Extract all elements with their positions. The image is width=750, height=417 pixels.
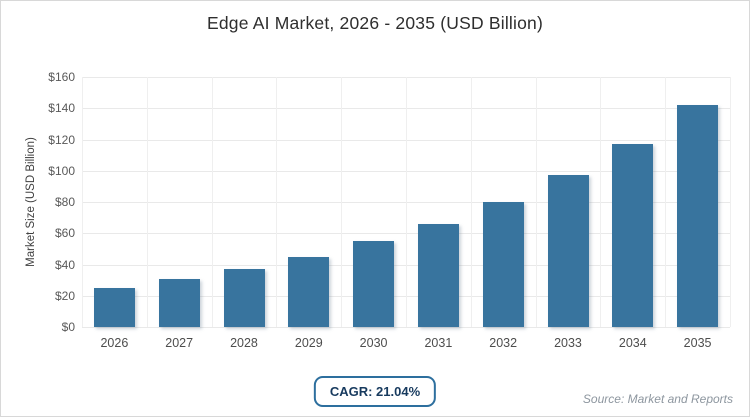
- bar-2033: [547, 175, 589, 327]
- bar-2030: [353, 241, 395, 327]
- x-tick-label-2032: 2032: [489, 336, 518, 350]
- x-tick-label-2031: 2031: [424, 336, 453, 350]
- y-tick-label: $20: [54, 288, 75, 303]
- x-tick-label-2034: 2034: [618, 336, 647, 350]
- x-tick-label-2033: 2033: [554, 336, 582, 350]
- y-tick-label: $40: [54, 257, 75, 272]
- bar-2034: [612, 144, 654, 327]
- plot-area: [82, 77, 731, 328]
- v-gridline: [470, 77, 472, 327]
- v-gridline: [211, 77, 213, 327]
- v-gridline: [600, 77, 602, 327]
- bar-2027: [158, 278, 200, 327]
- v-gridline: [146, 77, 148, 327]
- x-tick-label-2035: 2035: [683, 336, 712, 350]
- v-gridline: [665, 77, 667, 327]
- x-tick-label-2028: 2028: [230, 336, 258, 350]
- cagr-badge: CAGR: 21.04%: [313, 376, 437, 407]
- x-tick-label-2029: 2029: [294, 336, 323, 350]
- v-gridline: [535, 77, 537, 327]
- x-tick-label-2026: 2026: [100, 336, 129, 350]
- bar-2035: [677, 105, 719, 327]
- v-gridline: [730, 77, 731, 327]
- y-tick-label: $80: [54, 195, 75, 209]
- x-tick-label-2030: 2030: [359, 336, 388, 350]
- bar-2031: [417, 223, 459, 327]
- chart-title: Edge AI Market, 2026 - 2035 (USD Billion…: [206, 13, 543, 33]
- y-tick-label: $160: [48, 70, 75, 84]
- bar-2028: [223, 269, 265, 327]
- y-tick-label: $60: [54, 226, 75, 241]
- bar-2026: [93, 287, 135, 327]
- v-gridline: [341, 77, 343, 327]
- y-tick-label: $100: [48, 163, 75, 178]
- bar-2029: [288, 256, 330, 327]
- h-gridline: [82, 327, 730, 328]
- v-gridline: [276, 77, 278, 327]
- y-tick-label: $140: [48, 101, 75, 116]
- source-note: Source: Market and Reports: [582, 392, 733, 406]
- v-gridline: [82, 77, 83, 327]
- bar-2032: [482, 202, 524, 327]
- v-gridline: [406, 77, 407, 327]
- x-tick-label-2027: 2027: [165, 336, 194, 350]
- y-tick-label: $120: [48, 132, 75, 147]
- y-tick-label: $0: [61, 320, 75, 334]
